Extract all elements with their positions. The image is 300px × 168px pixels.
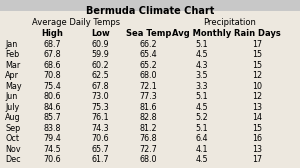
Text: 82.8: 82.8 xyxy=(140,114,157,122)
Text: 5.1: 5.1 xyxy=(195,124,208,133)
Text: 4.1: 4.1 xyxy=(195,145,208,154)
Text: 6.4: 6.4 xyxy=(195,134,208,143)
Text: 83.8: 83.8 xyxy=(44,124,61,133)
Text: 68.0: 68.0 xyxy=(140,156,157,164)
Text: 16: 16 xyxy=(252,134,262,143)
Text: 65.4: 65.4 xyxy=(140,50,157,59)
Text: Apr: Apr xyxy=(5,72,20,80)
Text: Oct: Oct xyxy=(5,134,20,143)
Text: 15: 15 xyxy=(252,50,262,59)
Text: 66.2: 66.2 xyxy=(140,40,157,49)
Text: 17: 17 xyxy=(252,40,262,49)
Text: 13: 13 xyxy=(252,103,262,112)
Text: 81.2: 81.2 xyxy=(140,124,157,133)
Text: May: May xyxy=(5,82,22,91)
Text: 72.1: 72.1 xyxy=(140,82,158,91)
Text: 65.7: 65.7 xyxy=(92,145,110,154)
Text: 62.5: 62.5 xyxy=(92,72,110,80)
Text: 84.6: 84.6 xyxy=(44,103,61,112)
Text: 14: 14 xyxy=(252,114,262,122)
Text: 79.4: 79.4 xyxy=(44,134,62,143)
Text: 3.5: 3.5 xyxy=(195,72,208,80)
Text: 59.9: 59.9 xyxy=(92,50,110,59)
Text: Bermuda Climate Chart: Bermuda Climate Chart xyxy=(86,6,214,16)
Text: 5.1: 5.1 xyxy=(195,40,208,49)
Text: 60.9: 60.9 xyxy=(92,40,109,49)
Text: 12: 12 xyxy=(252,72,262,80)
Text: 10: 10 xyxy=(252,82,262,91)
Text: 68.7: 68.7 xyxy=(44,40,61,49)
Text: 65.2: 65.2 xyxy=(140,61,158,70)
Text: 4.5: 4.5 xyxy=(195,156,208,164)
Text: Average Daily Temps: Average Daily Temps xyxy=(32,18,121,27)
Text: 4.5: 4.5 xyxy=(195,103,208,112)
Text: 72.7: 72.7 xyxy=(140,145,158,154)
Text: 5.1: 5.1 xyxy=(195,92,208,101)
Text: 12: 12 xyxy=(252,92,262,101)
Text: Jan: Jan xyxy=(5,40,18,49)
Text: 68.0: 68.0 xyxy=(140,72,157,80)
Text: Dec: Dec xyxy=(5,156,21,164)
Text: 15: 15 xyxy=(252,124,262,133)
Text: Low: Low xyxy=(91,29,110,38)
Text: Avg Monthly: Avg Monthly xyxy=(172,29,231,38)
Text: Sea Temp: Sea Temp xyxy=(126,29,171,38)
Text: 68.6: 68.6 xyxy=(44,61,61,70)
Text: 77.3: 77.3 xyxy=(140,92,158,101)
Text: 70.6: 70.6 xyxy=(44,156,61,164)
Text: Precipitation: Precipitation xyxy=(203,18,256,27)
Text: High: High xyxy=(42,29,63,38)
Text: Aug: Aug xyxy=(5,114,21,122)
Text: 73.0: 73.0 xyxy=(92,92,109,101)
Text: 75.4: 75.4 xyxy=(44,82,62,91)
Text: 81.6: 81.6 xyxy=(140,103,157,112)
Text: 13: 13 xyxy=(252,145,262,154)
Text: Rain Days: Rain Days xyxy=(234,29,281,38)
Text: 5.2: 5.2 xyxy=(195,114,208,122)
Text: Feb: Feb xyxy=(5,50,20,59)
Text: 17: 17 xyxy=(252,156,262,164)
Text: Mar: Mar xyxy=(5,61,21,70)
Text: 4.3: 4.3 xyxy=(195,61,208,70)
Text: 74.5: 74.5 xyxy=(44,145,62,154)
Text: Nov: Nov xyxy=(5,145,21,154)
Text: 15: 15 xyxy=(252,61,262,70)
Text: Jun: Jun xyxy=(5,92,18,101)
Text: 67.8: 67.8 xyxy=(92,82,109,91)
Text: 3.3: 3.3 xyxy=(195,82,208,91)
Text: 60.2: 60.2 xyxy=(92,61,109,70)
Text: 74.3: 74.3 xyxy=(92,124,109,133)
Text: 70.8: 70.8 xyxy=(44,72,61,80)
Text: 76.8: 76.8 xyxy=(140,134,157,143)
Text: July: July xyxy=(5,103,20,112)
Text: 75.3: 75.3 xyxy=(92,103,110,112)
Text: 85.7: 85.7 xyxy=(44,114,62,122)
Text: 61.7: 61.7 xyxy=(92,156,109,164)
Text: Sep: Sep xyxy=(5,124,21,133)
Text: 70.6: 70.6 xyxy=(92,134,109,143)
Text: 80.6: 80.6 xyxy=(44,92,61,101)
Text: 67.8: 67.8 xyxy=(44,50,61,59)
Text: 4.5: 4.5 xyxy=(195,50,208,59)
Text: 76.1: 76.1 xyxy=(92,114,109,122)
